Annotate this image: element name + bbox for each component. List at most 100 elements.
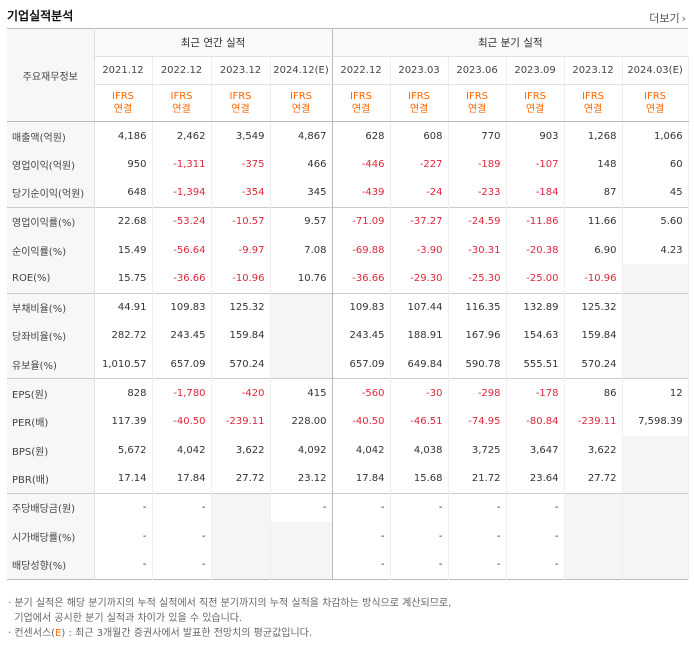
footnote-1: · 분기 실적은 해당 분기까지의 누적 실적에서 직전 분기까지의 누적 실적… xyxy=(8,598,452,609)
table-cell: 282.72 xyxy=(94,321,153,351)
table-cell: 228.00 xyxy=(270,407,333,437)
ifrs-header[interactable]: IFRS 연결 xyxy=(622,84,689,122)
table-cell xyxy=(622,492,689,522)
table-cell: 243.45 xyxy=(152,321,212,351)
section-title: 기업실적분석 xyxy=(7,9,74,23)
table-row: 매출액(억원) 4,186 2,462 3,549 4,867 628 608 770 903 1… xyxy=(7,121,689,151)
row-label: PBR(배) xyxy=(7,464,95,494)
table-cell: 4,867 xyxy=(270,121,333,151)
more-link[interactable]: 더보기 › xyxy=(649,10,686,26)
table-cell: 4,042 xyxy=(332,436,391,465)
row-label: 매출액(억원) xyxy=(7,121,95,151)
ifrs-label: IFRS xyxy=(408,91,431,102)
table-cell: 86 xyxy=(564,378,623,408)
financial-table: 주요재무정보 최근 연간 실적 최근 분기 실적 2021.12 2022.12 2… xyxy=(7,28,689,580)
table-row: 배당성향(%) - - - - - - xyxy=(7,550,689,579)
table-cell: 15.68 xyxy=(390,464,449,494)
table-row: PER(배) 117.39 -40.50 -239.11 228.00 -40.50 -46… xyxy=(7,407,689,437)
table-cell: -11.86 xyxy=(506,206,565,236)
ifrs-header[interactable]: IFRS 연결 xyxy=(211,84,271,122)
table-cell: 243.45 xyxy=(332,321,391,351)
table-cell: 125.32 xyxy=(211,292,271,322)
table-cell: 22.68 xyxy=(94,206,153,236)
table-cell: 555.51 xyxy=(506,350,565,379)
ifrs-header[interactable]: IFRS 연결 xyxy=(94,84,153,122)
table-cell: - xyxy=(332,492,391,522)
table-cell: - xyxy=(94,550,153,579)
table-cell xyxy=(622,436,689,465)
table-cell: 5,672 xyxy=(94,436,153,465)
table-cell: 4.23 xyxy=(622,235,689,265)
consolidated-label: 연결 xyxy=(291,104,311,115)
table-cell: -53.24 xyxy=(152,206,212,236)
consolidated-label: 연결 xyxy=(645,104,665,115)
table-cell: -9.97 xyxy=(211,235,271,265)
row-label: 배당성향(%) xyxy=(7,550,95,579)
ifrs-header[interactable]: IFRS 연결 xyxy=(506,84,565,122)
table-cell xyxy=(211,521,271,551)
ifrs-header[interactable]: IFRS 연결 xyxy=(270,84,333,122)
table-cell: 15.75 xyxy=(94,264,153,294)
table-cell: -56.64 xyxy=(152,235,212,265)
ifrs-header[interactable]: IFRS 연결 xyxy=(448,84,507,122)
ifrs-header[interactable]: IFRS 연결 xyxy=(152,84,212,122)
row-label: 유보율(%) xyxy=(7,350,95,379)
table-cell: 116.35 xyxy=(448,292,507,322)
table-row: 부채비율(%) 44.91 109.83 125.32 109.83 107.44 116.… xyxy=(7,292,689,322)
consolidated-label: 연결 xyxy=(172,104,191,115)
ifrs-header[interactable]: IFRS 연결 xyxy=(390,84,449,122)
row-label: BPS(원) xyxy=(7,436,95,465)
table-cell xyxy=(622,350,689,379)
table-cell: - xyxy=(390,550,449,579)
table-cell: 12 xyxy=(622,378,689,408)
table-cell: 9.57 xyxy=(270,206,333,236)
table-cell: 657.09 xyxy=(152,350,212,379)
table-cell: - xyxy=(332,521,391,551)
footnote-3: · 컨센서스(E) : 최근 3개월간 증권사에서 발표한 전망치의 평균값입니… xyxy=(8,626,451,641)
period-header: 2022.12 xyxy=(332,56,391,85)
table-cell: -560 xyxy=(332,378,391,408)
table-cell: 903 xyxy=(506,121,565,151)
table-cell: 1,268 xyxy=(564,121,623,151)
table-cell: -439 xyxy=(332,178,391,208)
table-row: 당기순이익(억원) 648 -1,394 -354 345 -439 -24 -233 -184… xyxy=(7,178,689,208)
row-label: 주당배당금(원) xyxy=(7,492,95,522)
table-cell: -298 xyxy=(448,378,507,408)
table-cell: - xyxy=(506,550,565,579)
table-cell: 345 xyxy=(270,178,333,208)
table-cell: 3,622 xyxy=(564,436,623,465)
table-cell: 4,042 xyxy=(152,436,212,465)
consolidated-label: 연결 xyxy=(467,104,487,115)
table-row: EPS(원) 828 -1,780 -420 415 -560 -30 -298 -178 86 1… xyxy=(7,378,689,408)
table-row: 당좌비율(%) 282.72 243.45 159.84 243.45 188.91 167… xyxy=(7,321,689,351)
table-cell xyxy=(622,464,689,494)
table-cell: 21.72 xyxy=(448,464,507,494)
table-cell: -40.50 xyxy=(332,407,391,437)
table-cell: - xyxy=(448,492,507,522)
table-cell xyxy=(622,321,689,351)
annual-group-header: 최근 연간 실적 xyxy=(94,28,333,57)
table-cell: 628 xyxy=(332,121,391,151)
footnote-3-suffix: ) : 최근 3개월간 증권사에서 발표한 전망치의 평균값입니다. xyxy=(61,628,313,639)
table-cell: 7.08 xyxy=(270,235,333,265)
table-cell: -233 xyxy=(448,178,507,208)
table-cell: -420 xyxy=(211,378,271,408)
table-cell: 608 xyxy=(390,121,449,151)
table-row: 순이익률(%) 15.49 -56.64 -9.97 7.08 -69.88 -3.90 -3… xyxy=(7,235,689,265)
ifrs-label: IFRS xyxy=(644,91,667,102)
table-cell: 570.24 xyxy=(211,350,271,379)
table-cell: 148 xyxy=(564,150,623,179)
table-cell: -3.90 xyxy=(390,235,449,265)
table-cell: 132.89 xyxy=(506,292,565,322)
table-cell: - xyxy=(390,521,449,551)
ifrs-header[interactable]: IFRS 연결 xyxy=(564,84,623,122)
footnotes: · 분기 실적은 해당 분기까지의 누적 실적에서 직전 분기까지의 누적 실적… xyxy=(8,596,451,641)
table-cell: - xyxy=(506,521,565,551)
table-cell: 1,066 xyxy=(622,121,689,151)
table-cell: -74.95 xyxy=(448,407,507,437)
ifrs-header[interactable]: IFRS 연결 xyxy=(332,84,391,122)
period-header: 2021.12 xyxy=(94,56,153,85)
table-cell: 10.76 xyxy=(270,264,333,294)
table-cell: 154.63 xyxy=(506,321,565,351)
table-cell: -10.96 xyxy=(564,264,623,294)
